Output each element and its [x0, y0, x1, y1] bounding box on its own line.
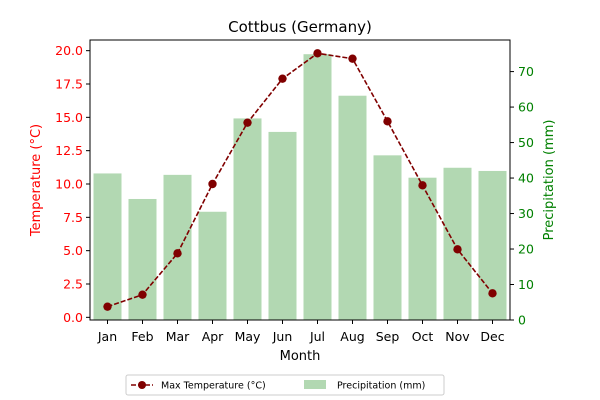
temperature-point-dec [488, 289, 497, 298]
x-tick-label: Mar [166, 329, 190, 344]
left-axis-label: Temperature (°C) [29, 124, 44, 237]
precipitation-bar-jan [93, 173, 122, 320]
x-tick-label: Oct [412, 329, 434, 344]
temperature-point-jan [103, 302, 112, 311]
legend-marker-swatch [138, 381, 146, 389]
left-tick-label: 15.0 [55, 110, 83, 125]
temperature-line [107, 52, 494, 308]
left-tick-label: 10.0 [55, 177, 83, 192]
precipitation-bar-may [233, 118, 262, 320]
temperature-point-mar [173, 249, 182, 258]
temperature-point-sep [383, 117, 392, 126]
precipitation-bar-mar [163, 174, 192, 320]
x-tick-label: Apr [202, 329, 224, 344]
right-tick-label: 10 [518, 277, 534, 292]
right-tick-label: 0 [518, 313, 526, 328]
right-tick-label: 70 [518, 64, 534, 79]
x-tick-label: Dec [480, 329, 504, 344]
left-tick-label: 0.0 [63, 310, 83, 325]
x-tick-label: Nov [445, 329, 470, 344]
right-axis: 0 10 20 30 40 50 60 70 [510, 64, 534, 328]
x-tick-label: Jun [272, 329, 293, 344]
right-tick-label: 30 [518, 206, 534, 221]
right-tick-label: 50 [518, 135, 534, 150]
left-axis: 0.0 2.5 5.0 7.5 10.0 12.5 15.0 17.5 20.0 [55, 43, 90, 325]
precipitation-bar-jun [268, 131, 297, 320]
x-axis: Jan Feb Mar Apr May Jun Jul Aug Sep Oct Nov Dec [97, 320, 505, 344]
legend-bar-swatch [304, 380, 326, 389]
plot-frame [89, 39, 511, 321]
temperature-point-jun [278, 74, 287, 83]
precipitation-bar-aug [338, 95, 367, 320]
temperature-line-series [103, 49, 497, 311]
x-tick-label: Sep [376, 329, 400, 344]
left-tick-label: 7.5 [63, 210, 83, 225]
right-tick-label: 40 [518, 171, 534, 186]
precipitation-bars [93, 54, 507, 320]
left-tick-label: 17.5 [55, 77, 83, 92]
left-tick-label: 20.0 [55, 43, 83, 58]
precipitation-bar-feb [128, 198, 157, 320]
precipitation-bar-dec [478, 170, 507, 320]
x-tick-label: Feb [131, 329, 153, 344]
x-axis-label: Month [280, 349, 321, 364]
x-tick-label: Jul [309, 329, 325, 344]
left-tick-label: 2.5 [63, 277, 83, 292]
chart-title: Cottbus (Germany) [228, 18, 372, 36]
precipitation-bar-apr [198, 211, 227, 320]
temperature-point-oct [418, 181, 427, 190]
legend-box [125, 374, 445, 396]
right-tick-label: 20 [518, 242, 534, 257]
x-tick-label: Jan [97, 329, 117, 344]
legend-label-temperature: Max Temperature (°C) [161, 381, 266, 392]
temperature-point-apr [208, 179, 217, 189]
x-tick-label: May [235, 329, 261, 344]
temperature-point-nov [453, 245, 462, 254]
right-axis-label: Precipitation (mm) [542, 120, 557, 241]
precipitation-bar-jul [303, 54, 332, 320]
precipitation-bar-oct [408, 177, 437, 320]
temperature-point-aug [348, 54, 357, 63]
x-tick-label: Aug [340, 329, 364, 344]
right-tick-label: 60 [518, 100, 534, 115]
left-tick-label: 12.5 [55, 143, 83, 158]
precipitation-bar-nov [443, 167, 472, 320]
temperature-point-jul [313, 49, 322, 58]
temperature-point-feb [138, 290, 147, 299]
legend: Max Temperature (°C) Precipitation (mm) [125, 374, 445, 396]
temperature-point-may [243, 118, 252, 127]
left-tick-label: 5.0 [63, 243, 83, 258]
legend-label-precipitation: Precipitation (mm) [337, 381, 425, 392]
precipitation-bar-sep [373, 155, 402, 320]
